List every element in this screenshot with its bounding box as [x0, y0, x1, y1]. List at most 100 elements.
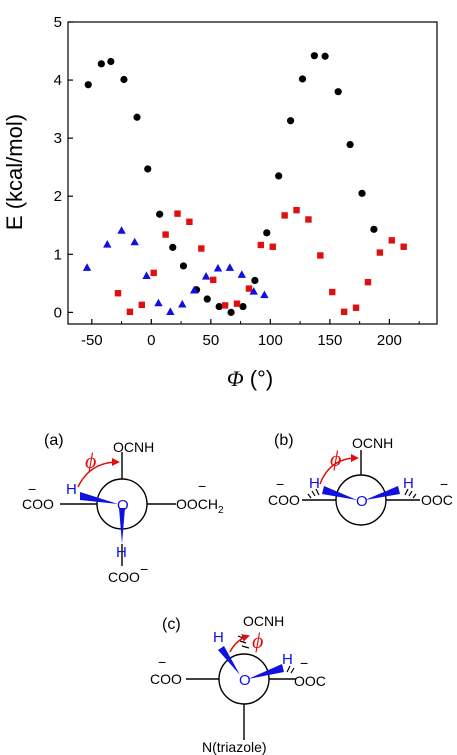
panel-c-left-minus: − [158, 654, 166, 670]
point-triangle [237, 270, 246, 278]
point-triangle [142, 271, 151, 279]
point-square [198, 245, 205, 252]
panel-b-wedge-right [365, 486, 400, 500]
point-square [305, 216, 312, 223]
panel-b-phi-arc [319, 454, 359, 485]
panel-b-h-left: H [309, 475, 320, 492]
point-triangle [82, 263, 92, 271]
panel-c-wedge-right [248, 664, 284, 679]
x-axis-label-unit-text: (°) [250, 366, 273, 391]
panel-a-right: OOCH2 [176, 496, 224, 516]
panel-b-left: COO [268, 492, 300, 508]
point-circle [251, 276, 259, 285]
panel-b-hash-left [307, 488, 320, 499]
panel-b-right-minus: − [440, 476, 448, 492]
point-square [281, 212, 288, 219]
panel-a-right-minus: − [198, 478, 206, 494]
panel-a-h-bottom: H [116, 544, 127, 561]
point-circle [203, 295, 211, 303]
energy-scatter-chart: 0 1 2 3 4 5 -50 0 50 100 150 200 E (kcal/mol) Φ (°… [2, 14, 438, 391]
panel-c-top: OCNH [243, 613, 284, 629]
y-tick-label: 1 [54, 246, 62, 263]
point-square [400, 243, 407, 250]
y-tick-label: 0 [54, 304, 62, 321]
y-axis-ticks: 0 1 2 3 4 5 [54, 14, 73, 321]
point-square [162, 231, 169, 238]
point-circle [298, 75, 307, 83]
panel-b-center: O [356, 493, 368, 510]
panel-c-wedge-left [218, 646, 240, 675]
point-circle [169, 243, 177, 251]
x-tick-label: 0 [147, 332, 155, 349]
data-points [82, 52, 407, 316]
point-square [150, 269, 157, 277]
point-square [317, 252, 324, 259]
newman-panel-a: (a) ϕ OCNH O H H − COO − OOCH2 COO − [22, 432, 224, 585]
point-square [221, 302, 229, 309]
point-circle [156, 210, 164, 218]
y-tick-label: 4 [54, 72, 62, 89]
point-square [340, 308, 348, 316]
panel-a-label: (a) [44, 432, 64, 449]
newman-panel-c: (c) ϕ OCNH O H H − COO − OOC N(triazole) [150, 613, 326, 755]
point-square [376, 249, 384, 256]
panel-c-h-right: H [282, 651, 293, 668]
point-square [138, 301, 145, 309]
x-axis-ticks: -50 0 50 100 150 200 [81, 319, 420, 349]
point-triangle [249, 287, 258, 295]
point-square [269, 243, 276, 250]
point-circle [133, 113, 141, 121]
panel-a-h-left: H [66, 481, 77, 498]
point-circle [239, 302, 247, 311]
point-circle [120, 75, 128, 84]
x-tick-label: 50 [202, 332, 219, 349]
x-axis-label: Φ (°) [227, 366, 273, 391]
point-triangle [213, 263, 223, 272]
panel-b-wedge-left [322, 486, 357, 500]
point-square [174, 210, 181, 217]
panel-a-right-sub: 2 [218, 505, 224, 516]
panel-b-h-right: H [403, 475, 414, 492]
y-tick-label: 5 [54, 14, 62, 31]
point-circle [179, 262, 188, 270]
panel-a-wedge-bottom [119, 508, 125, 544]
panel-b-right: OOC [421, 492, 453, 508]
panel-c-h-left: H [213, 629, 224, 646]
panel-c-phi-arc [229, 634, 250, 653]
point-triangle [178, 299, 187, 308]
point-circle [144, 165, 152, 173]
point-triangle [117, 226, 126, 234]
point-circle [358, 189, 366, 197]
panel-a-top: OCNH [113, 439, 154, 455]
x-tick-label: 200 [377, 332, 402, 349]
point-square [364, 278, 372, 286]
x-axis-label-symbol: Φ [227, 366, 244, 391]
point-square [293, 206, 300, 214]
point-square [233, 300, 241, 307]
panel-c-hash-right [286, 665, 295, 674]
point-triangle [103, 240, 112, 248]
panel-a-center: O [117, 497, 129, 514]
panel-a-left-minus: − [28, 481, 36, 497]
panel-b-label: (b) [274, 432, 294, 449]
panel-c-right: OOC [294, 673, 326, 689]
point-triangle [166, 307, 175, 316]
panel-c-left: COO [150, 671, 182, 687]
point-circle [84, 81, 92, 89]
panel-a-bottom: COO [108, 569, 140, 585]
panel-b-hash-right [404, 488, 417, 499]
panel-c-center: O [239, 672, 251, 689]
point-square [329, 288, 336, 296]
point-square [388, 237, 395, 244]
panel-c-phi: ϕ [252, 628, 263, 653]
x-tick-label: -50 [81, 332, 103, 349]
newman-panel-b: (b) ϕ OCNH O H H − COO − OOC [268, 432, 453, 526]
plot-frame [67, 21, 438, 325]
point-triangle [189, 285, 199, 294]
point-circle [97, 60, 105, 68]
y-axis-label: E (kcal/mol) [2, 114, 27, 230]
point-circle [275, 172, 283, 180]
point-square [257, 241, 265, 249]
panel-b-top: OCNH [352, 435, 393, 451]
